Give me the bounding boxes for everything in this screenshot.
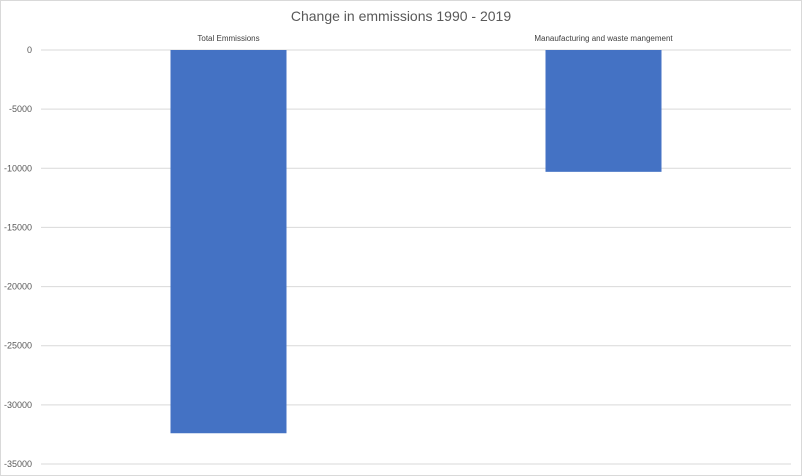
y-tick-label: -15000 <box>4 222 32 232</box>
y-tick-label: -5000 <box>9 104 32 114</box>
chart-title: Change in emmissions 1990 - 2019 <box>290 8 512 24</box>
category-label: Manaufacturing and waste mangement <box>534 34 673 43</box>
y-tick-label: 0 <box>27 45 32 55</box>
y-tick-label: -10000 <box>4 163 32 173</box>
bar <box>545 50 662 172</box>
category-label: Total Emmissions <box>197 34 259 43</box>
bar <box>170 50 287 434</box>
y-tick-label: -30000 <box>4 400 32 410</box>
y-tick-label: -35000 <box>4 459 32 469</box>
y-tick-label: -25000 <box>4 341 32 351</box>
y-tick-label: -20000 <box>4 282 32 292</box>
